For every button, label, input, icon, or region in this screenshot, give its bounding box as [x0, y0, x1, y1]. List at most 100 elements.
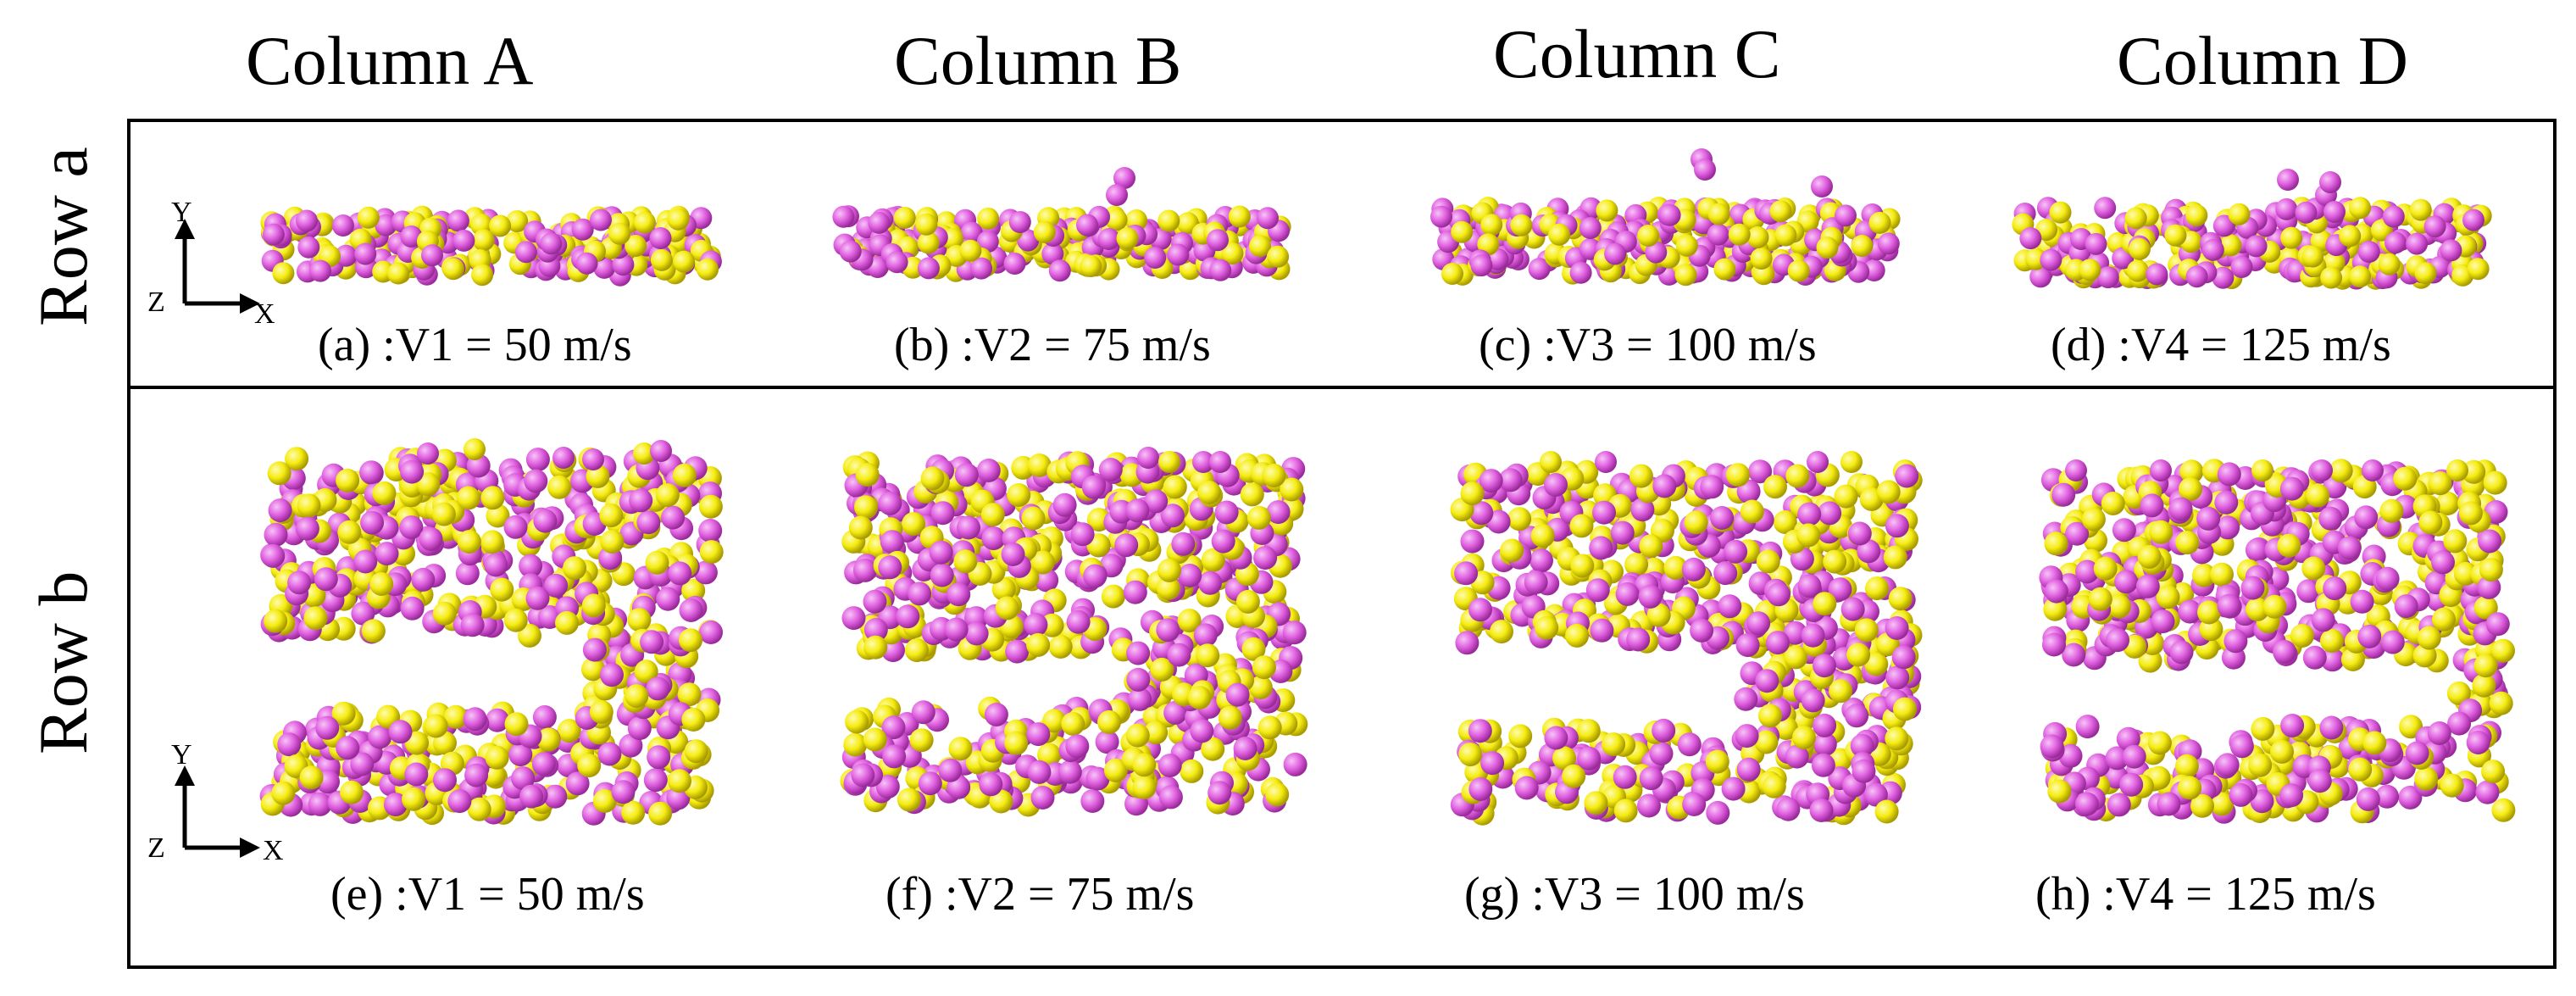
block-h-atom	[2074, 792, 2099, 816]
block-f-atom	[1196, 643, 1220, 668]
caption-g: (g) :V3 = 100 m/s	[1464, 868, 1805, 921]
block-h-atom	[2279, 783, 2304, 808]
block-e-atom	[353, 549, 378, 574]
block-g-atom	[1813, 592, 1837, 616]
slab-d-atom	[2185, 265, 2208, 288]
block-e-atom	[565, 771, 590, 796]
block-f-atom	[1201, 548, 1225, 572]
block-g-atom	[1585, 578, 1610, 603]
slab-d-atom	[2462, 209, 2484, 231]
block-f-atom	[989, 789, 1013, 814]
block-e-atom	[531, 752, 556, 776]
block-f-atom	[954, 463, 979, 487]
block-g-atom	[1885, 665, 1910, 690]
ejected-atom	[1811, 175, 1833, 198]
block-g-atom	[1762, 774, 1786, 798]
column-header-b: Column B	[894, 22, 1182, 99]
slab-d-atom	[2126, 259, 2149, 282]
block-g-atom	[1590, 618, 1614, 643]
slab-a-atom	[335, 244, 358, 267]
block-f-atom	[854, 495, 878, 520]
slab-c-atom	[1604, 242, 1627, 265]
block-h-atom	[2362, 731, 2387, 755]
block-f-atom	[1126, 667, 1151, 692]
block-f-atom	[1021, 506, 1046, 531]
block-e-atom	[287, 570, 312, 595]
slab-d-atom	[2085, 232, 2107, 255]
row-divider	[127, 386, 2557, 389]
block-e-atom	[433, 768, 457, 793]
slab-c-atom	[1769, 200, 1792, 223]
block-g-atom	[1458, 743, 1483, 767]
block-g-atom	[1809, 798, 1834, 822]
slab-d-atom	[2185, 204, 2208, 227]
surface-atom	[650, 440, 672, 462]
slab-d-atom	[2212, 266, 2235, 289]
block-g-atom	[1663, 555, 1688, 580]
block-e-atom	[337, 520, 362, 544]
block-f-atom	[1101, 584, 1125, 609]
block-h-atom	[2319, 715, 2344, 740]
slab-a-atom	[575, 252, 598, 275]
block-h-atom	[2112, 518, 2136, 543]
slab-a-atom	[650, 248, 673, 271]
block-f-atom	[1240, 482, 1264, 507]
slab-b-atom	[1105, 209, 1128, 231]
block-f-atom	[848, 515, 873, 540]
block-e-atom	[504, 712, 529, 737]
block-g-atom	[1454, 561, 1479, 586]
block-h-atom	[2280, 714, 2305, 737]
block-f-atom	[1158, 558, 1181, 582]
slab-a-atom	[442, 258, 464, 281]
block-e-atom	[340, 780, 364, 804]
block-g-atom	[1846, 643, 1871, 667]
block-h-atom	[2093, 556, 2118, 581]
block-e-atom	[581, 593, 606, 618]
block-g-atom	[1718, 594, 1742, 619]
slab-a-atom	[593, 256, 616, 279]
block-g-atom	[1468, 598, 1492, 622]
block-h-atom	[2169, 640, 2194, 665]
block-f-atom	[909, 728, 934, 753]
block-e-atom	[647, 745, 671, 770]
block-h-atom	[2210, 562, 2234, 587]
block-f-atom	[1233, 737, 1257, 760]
block-h-atom	[2140, 493, 2164, 518]
block-g-atom	[1735, 724, 1759, 748]
axis-label-x-row-a: X	[254, 298, 275, 330]
block-g-atom	[1613, 798, 1638, 823]
block-g-atom	[1562, 764, 1586, 788]
block-g-atom	[1885, 514, 1909, 538]
ejected-atom	[2323, 201, 2346, 223]
slab-c-atom	[1674, 264, 1697, 287]
block-e-atom	[645, 550, 669, 575]
block-e-atom	[264, 522, 288, 547]
block-e-atom	[627, 716, 652, 741]
block-g-atom	[1784, 645, 1808, 670]
block-e-atom	[485, 745, 509, 770]
block-h-atom	[2329, 459, 2353, 483]
block-g-atom	[1763, 475, 1787, 499]
surface-atom	[1192, 451, 1214, 473]
block-f-atom	[1026, 632, 1051, 657]
block-f-atom	[1144, 721, 1169, 745]
block-h-atom	[2311, 608, 2335, 632]
block-g-atom	[1584, 791, 1608, 815]
slab-d-atom	[2228, 203, 2251, 225]
slab-a-atom	[697, 258, 719, 281]
block-g-atom	[1455, 631, 1480, 655]
block-g-atom	[1530, 524, 1555, 548]
axis-label-y-row-a: Y	[171, 197, 192, 228]
slab-c-atom	[1746, 226, 1769, 248]
block-f-atom	[1048, 635, 1073, 659]
block-f-atom	[1081, 475, 1106, 499]
block-e-atom	[503, 515, 528, 539]
block-h-atom	[2394, 594, 2418, 619]
block-e-atom	[634, 659, 658, 684]
block-f-atom	[881, 638, 905, 663]
slab-d-atom	[2349, 197, 2372, 220]
block-e-atom	[544, 573, 569, 598]
slab-d-atom	[2382, 205, 2405, 228]
block-h-atom	[2318, 506, 2343, 531]
block-g-atom	[1626, 627, 1651, 652]
